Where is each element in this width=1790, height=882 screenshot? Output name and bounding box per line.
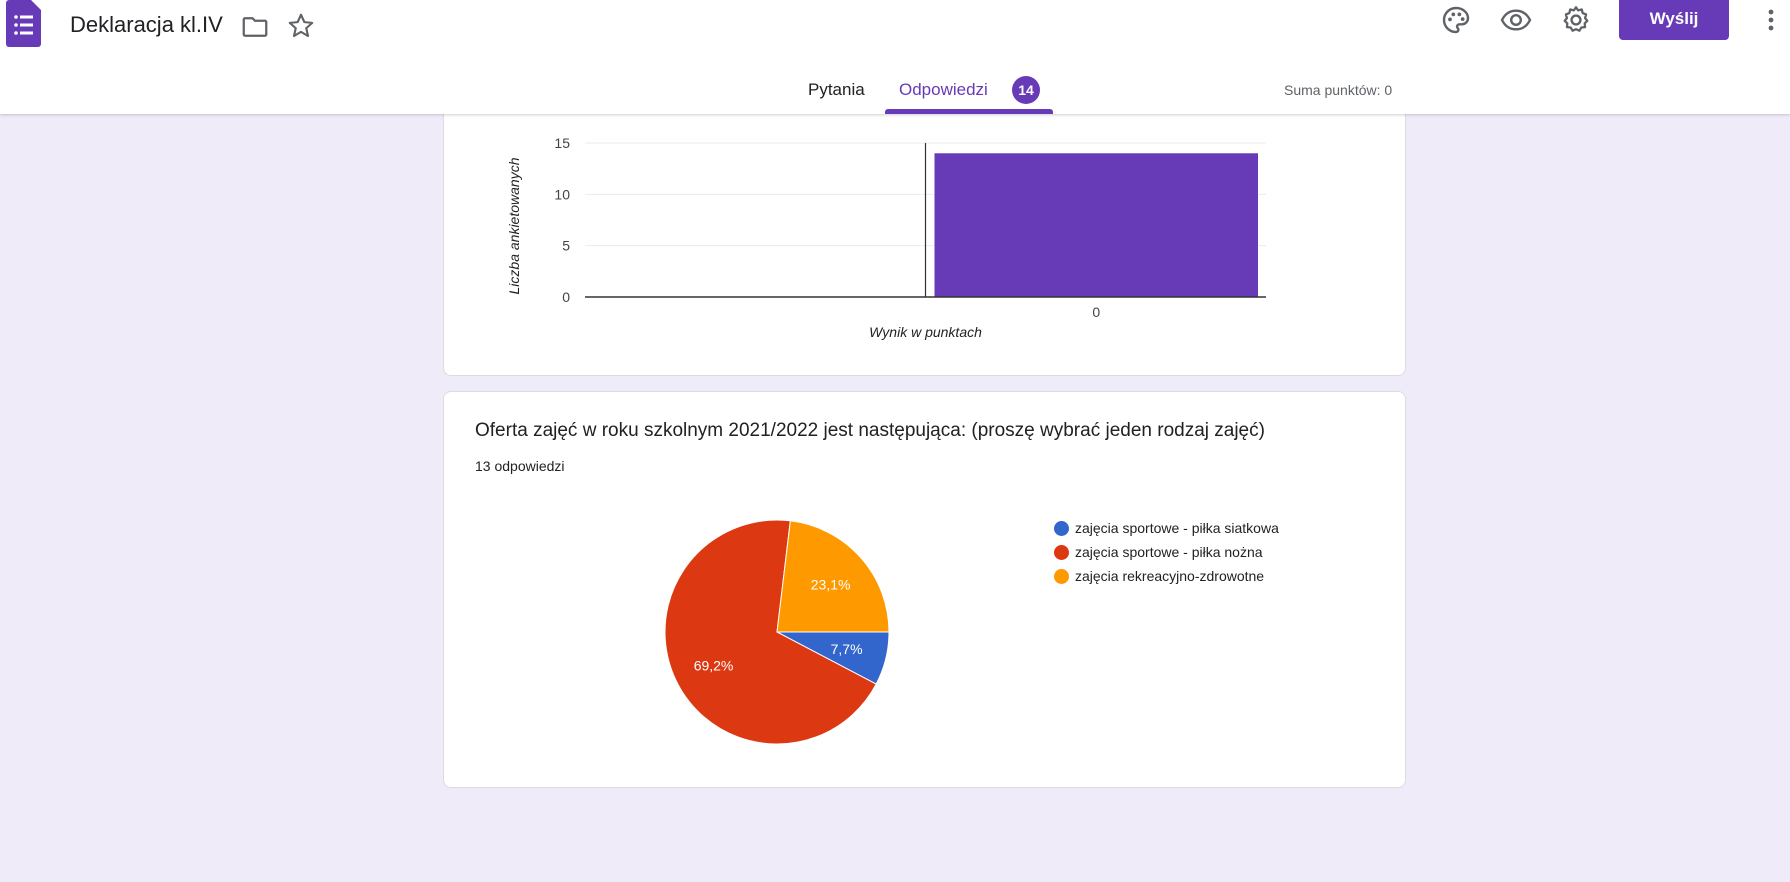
y-tick-label: 15 <box>554 135 570 151</box>
forms-app-icon[interactable] <box>6 0 42 50</box>
pie-slice-label: 69,2% <box>694 657 734 673</box>
legend-item: zajęcia sportowe - piłka nożna <box>1054 540 1279 564</box>
bar[interactable] <box>934 153 1259 297</box>
y-tick-label: 5 <box>562 238 570 254</box>
offer-pie-chart: 7,7% 69,2% 23,1% <box>664 519 890 745</box>
x-axis-label: Wynik w punktach <box>869 324 982 340</box>
palette-icon[interactable] <box>1440 4 1472 36</box>
pie-slice-label: 23,1% <box>811 576 851 592</box>
active-tab-indicator <box>885 109 1053 114</box>
legend-item: zajęcia sportowe - piłka siatkowa <box>1054 516 1279 540</box>
tab-responses[interactable]: Odpowiedzi <box>899 80 988 99</box>
responses-count-badge: 14 <box>1012 76 1040 104</box>
eye-icon[interactable] <box>1500 4 1532 36</box>
points-total: Suma punktów: 0 <box>1284 82 1393 98</box>
send-button[interactable]: Wyślij <box>1619 0 1729 40</box>
pie-legend: zajęcia sportowe - piłka siatkowa zajęcia… <box>1054 516 1279 588</box>
score-bar-chart: 0 5 10 15 0 Wynik w punktach Liczba ankietowan… <box>506 135 1266 340</box>
tab-questions[interactable]: Pytania <box>808 80 865 99</box>
legend-item: zajęcia rekreacyjno-zdrowotne <box>1054 564 1279 588</box>
legend-label: zajęcia sportowe - piłka nożna <box>1075 544 1263 560</box>
question-title: Oferta zajęć w roku szkolnym 2021/2022 j… <box>475 420 1265 441</box>
pie-slice[interactable] <box>776 520 890 633</box>
star-icon[interactable] <box>286 11 316 41</box>
x-tick-label: 0 <box>1092 304 1100 320</box>
question-card-score: 0 5 10 15 0 Wynik w punktach Liczba ankietowan… <box>443 90 1406 376</box>
pie-slice[interactable] <box>664 519 877 745</box>
y-tick-label: 10 <box>554 186 570 202</box>
response-count: 13 odpowiedzi <box>475 458 565 474</box>
legend-swatch <box>1054 544 1069 560</box>
question-card-offer: Oferta zajęć w roku szkolnym 2021/2022 j… <box>443 391 1406 788</box>
more-vert-icon[interactable] <box>1761 4 1781 36</box>
pie-slice-label: 7,7% <box>831 641 863 657</box>
folder-icon[interactable] <box>240 12 270 42</box>
legend-swatch <box>1054 520 1069 536</box>
app-header: Deklaracja kl.IV Wyślij Pytania Odpowied… <box>0 0 1790 114</box>
gear-icon[interactable] <box>1560 4 1592 36</box>
document-title[interactable]: Deklaracja kl.IV <box>70 12 223 37</box>
y-axis-label: Liczba ankietowanych <box>506 157 522 294</box>
legend-swatch <box>1054 568 1069 584</box>
legend-label: zajęcia rekreacyjno-zdrowotne <box>1075 568 1265 584</box>
legend-label: zajęcia sportowe - piłka siatkowa <box>1075 520 1279 536</box>
y-tick-label: 0 <box>562 289 570 305</box>
